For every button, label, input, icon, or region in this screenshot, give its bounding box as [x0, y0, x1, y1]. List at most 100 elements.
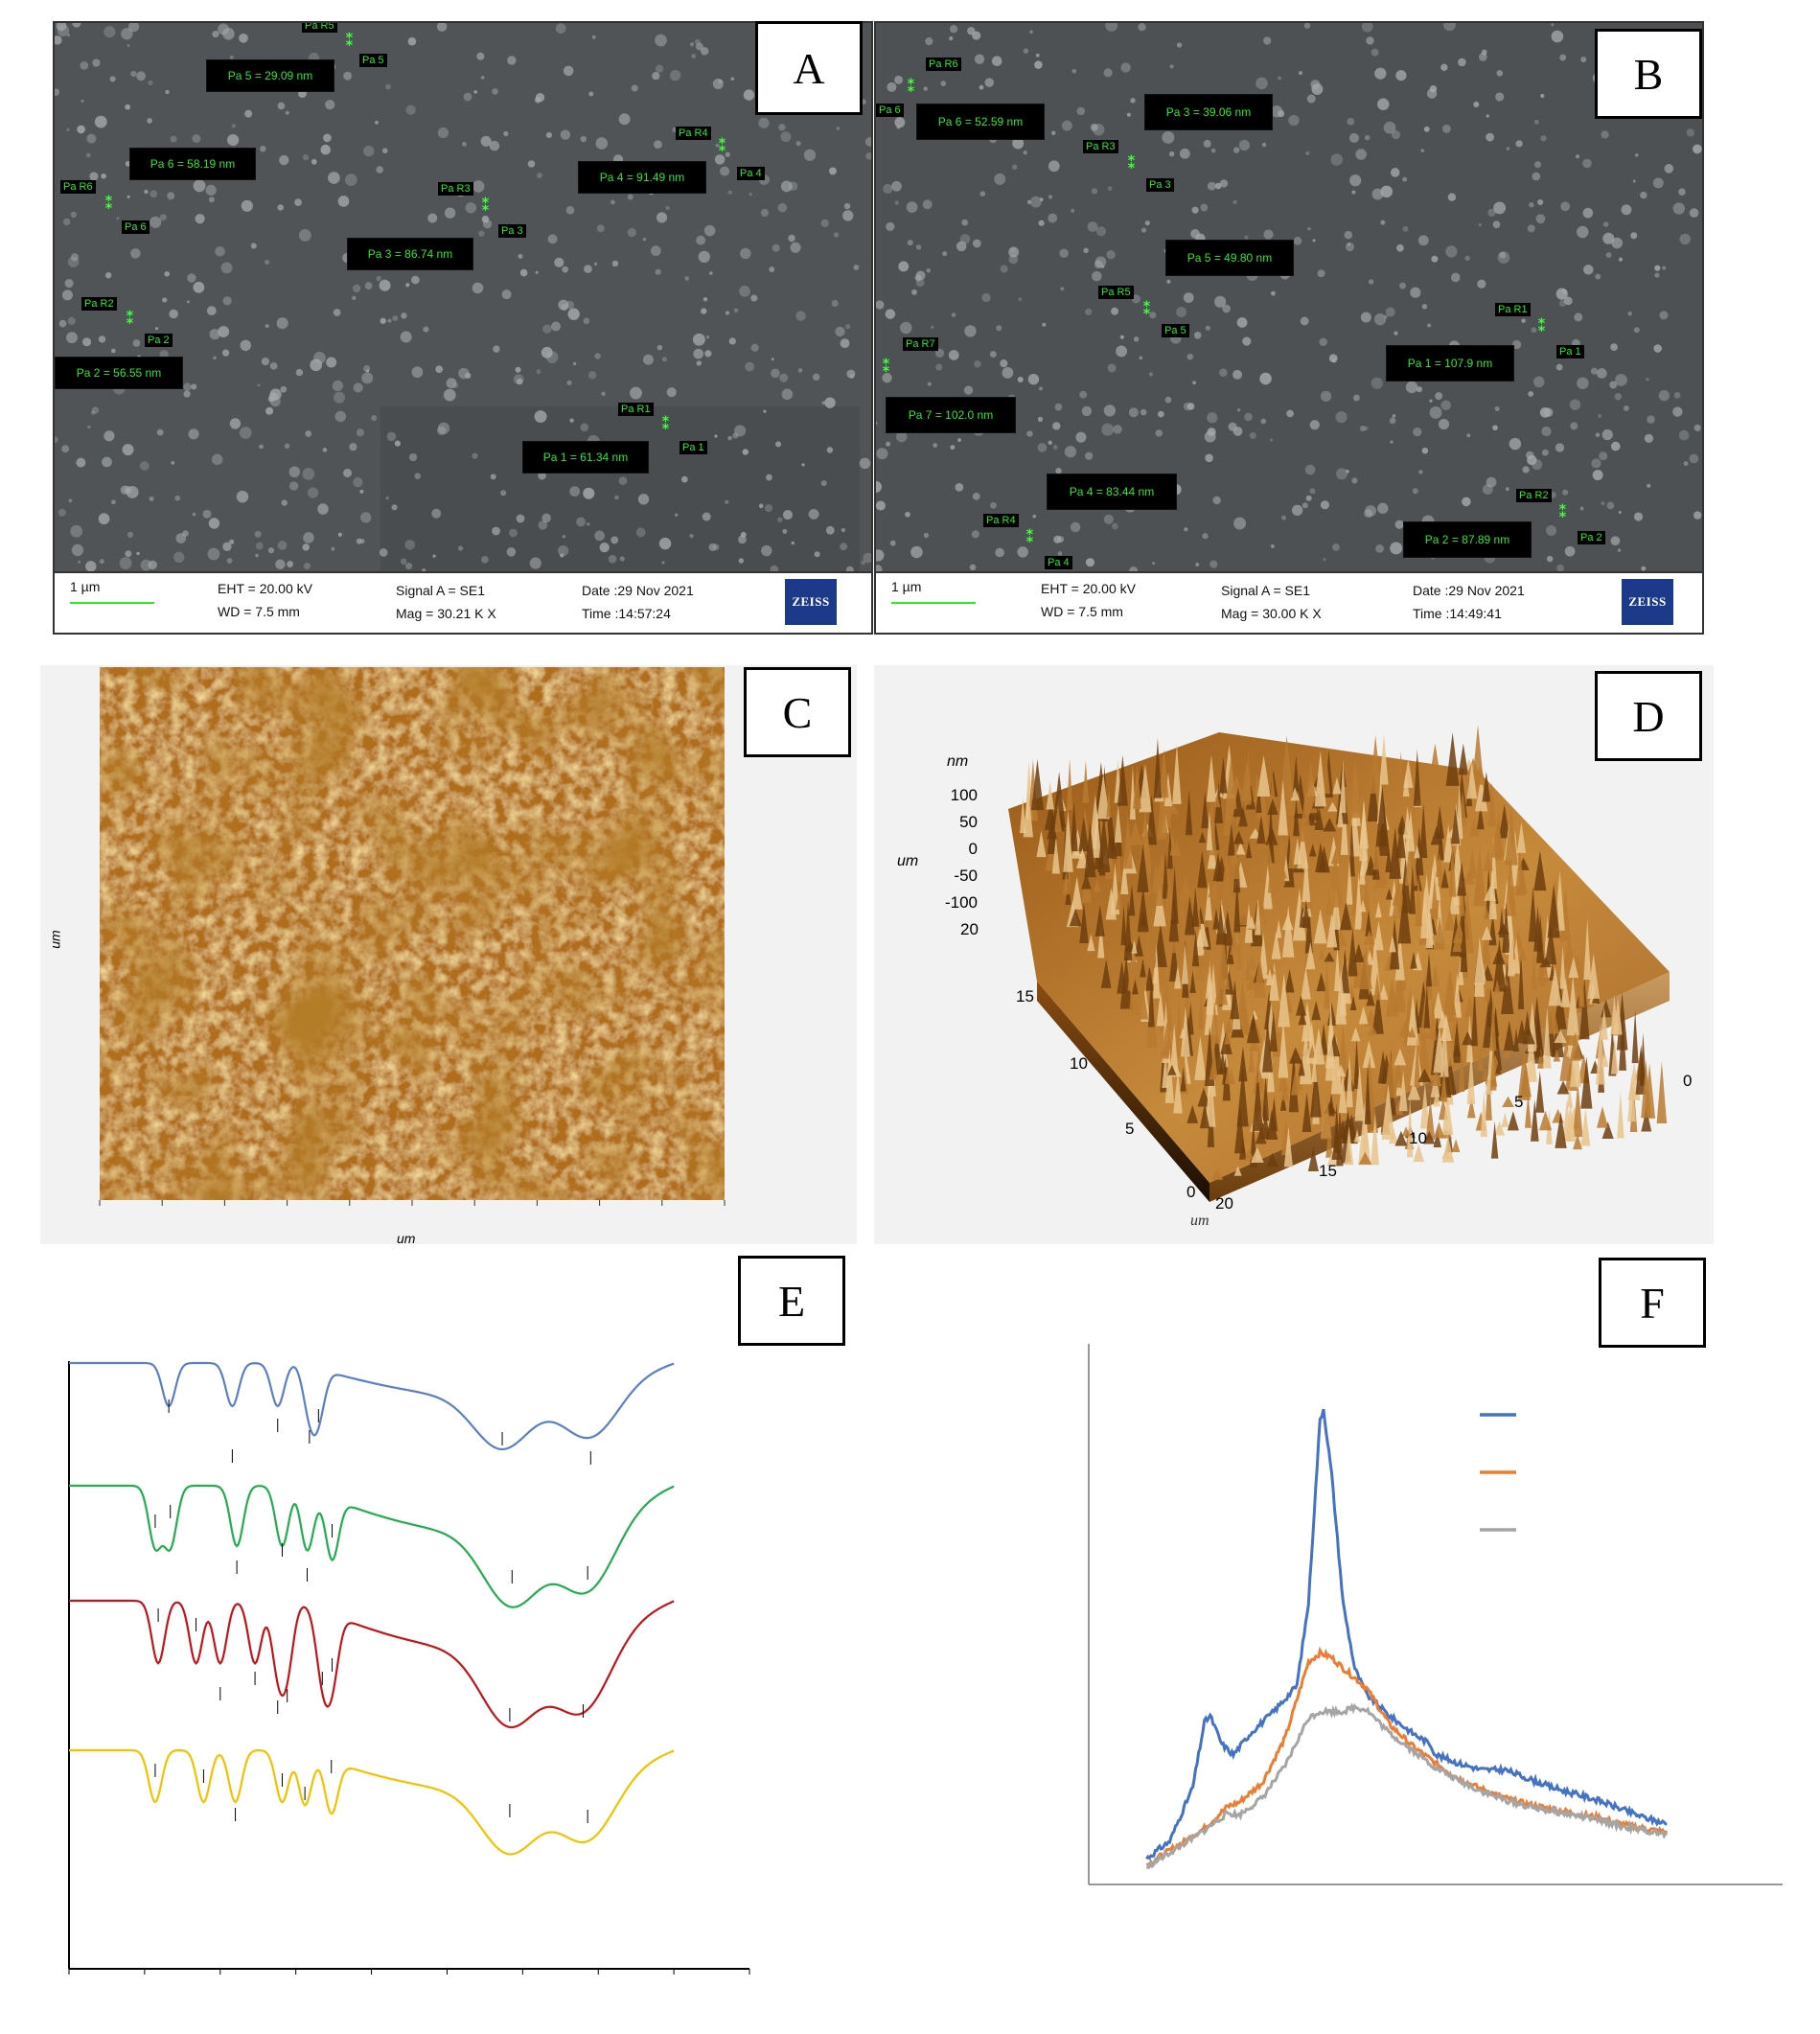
particle [472, 282, 484, 294]
particle [102, 456, 112, 468]
particle [473, 90, 477, 94]
surface-peak [1186, 1104, 1199, 1123]
particle [202, 509, 212, 519]
surface-peak [1330, 1036, 1343, 1095]
surface-peak [1071, 876, 1083, 910]
particle [1653, 344, 1663, 353]
particle [277, 204, 284, 211]
particle [127, 531, 134, 538]
particle [1335, 411, 1348, 424]
particle [1438, 418, 1450, 430]
particle [317, 503, 329, 515]
particle [1164, 396, 1172, 404]
surface-peak [1457, 862, 1467, 896]
particle [915, 278, 925, 288]
particle [1200, 203, 1209, 212]
particle [1683, 461, 1689, 467]
panel-label-e: E [738, 1256, 845, 1346]
particle [1383, 121, 1396, 134]
particle [696, 360, 703, 366]
surface-peak [1298, 1057, 1305, 1076]
particle [1556, 564, 1564, 571]
surface-peak [1397, 751, 1405, 799]
particle [1450, 272, 1461, 283]
particle [1375, 543, 1384, 553]
particle [1389, 417, 1396, 425]
particle [1360, 312, 1371, 323]
particle [1244, 412, 1253, 422]
surface-peak [1302, 1092, 1312, 1132]
surface-peak [1372, 838, 1383, 870]
particle [62, 218, 71, 226]
front-axis-tick: 0 [1683, 1072, 1693, 1090]
surface-peak [1453, 1020, 1461, 1056]
particle [385, 83, 391, 90]
xrd-svg [1088, 1344, 1783, 1885]
particle [1128, 407, 1139, 418]
surface-peak [1307, 1146, 1319, 1172]
particle [1679, 233, 1691, 245]
sem-b-tag: Pa R1 [1495, 303, 1531, 316]
sem-a-tag: Pa R2 [81, 297, 117, 311]
particle [865, 152, 871, 160]
surface-peak [1326, 1002, 1337, 1026]
left-axis-tick: 10 [1070, 1054, 1088, 1073]
sem-mag: Mag = 30.21 K X [396, 606, 496, 621]
particle [122, 444, 134, 456]
particle [218, 326, 230, 337]
surface-peak [1278, 1020, 1289, 1078]
particle [1599, 451, 1608, 461]
particle [379, 279, 391, 291]
surface-peak [1367, 771, 1379, 822]
particle [1038, 220, 1045, 226]
particle [1522, 466, 1530, 474]
surface-peak [1246, 1013, 1260, 1044]
particle [132, 339, 141, 347]
particle [1678, 188, 1686, 196]
surface-peak [1269, 1009, 1278, 1052]
particle [957, 438, 961, 442]
particle [257, 383, 261, 387]
particle [1539, 406, 1551, 418]
surface-peak [1350, 781, 1361, 813]
particle [601, 391, 606, 397]
surface-peak [1244, 955, 1252, 981]
particle [104, 430, 115, 442]
particle [853, 265, 860, 270]
particle [989, 351, 997, 358]
particle [1042, 322, 1047, 327]
front-axis-tick: 5 [1514, 1093, 1524, 1111]
sem-b-measurement-3: Pa 3 = 39.06 nm [1144, 94, 1273, 130]
particle [714, 434, 718, 438]
particle [61, 289, 73, 301]
surface-peak [1440, 868, 1449, 889]
particle [387, 318, 392, 323]
sem-signal: Signal A = SE1 [396, 583, 486, 598]
particle [1416, 386, 1422, 393]
surface-peak [1433, 1129, 1441, 1148]
particle [1070, 521, 1081, 533]
surface-peak [1596, 1106, 1609, 1128]
particle [265, 324, 269, 328]
particle [619, 556, 625, 562]
sem-date: Date :29 Nov 2021 [582, 583, 694, 598]
particle [220, 262, 233, 274]
particle [191, 383, 197, 390]
particle [1550, 492, 1556, 498]
sem-a-tag: Pa R6 [60, 180, 96, 194]
surface-peak [1200, 945, 1210, 967]
particle [1281, 515, 1286, 520]
surface-peak [1131, 939, 1138, 954]
particle [658, 537, 672, 550]
particle [951, 312, 956, 317]
surface-peak [1559, 945, 1566, 989]
sem-b-tag: Pa R7 [903, 337, 938, 351]
surface-peak [1554, 1029, 1567, 1043]
surface-peak [1397, 885, 1412, 944]
particle [845, 324, 851, 330]
particle [842, 210, 854, 221]
surface-peak [1169, 835, 1177, 856]
surface-peak [1435, 805, 1445, 839]
surface-peak [1189, 970, 1196, 994]
particle [569, 418, 574, 423]
